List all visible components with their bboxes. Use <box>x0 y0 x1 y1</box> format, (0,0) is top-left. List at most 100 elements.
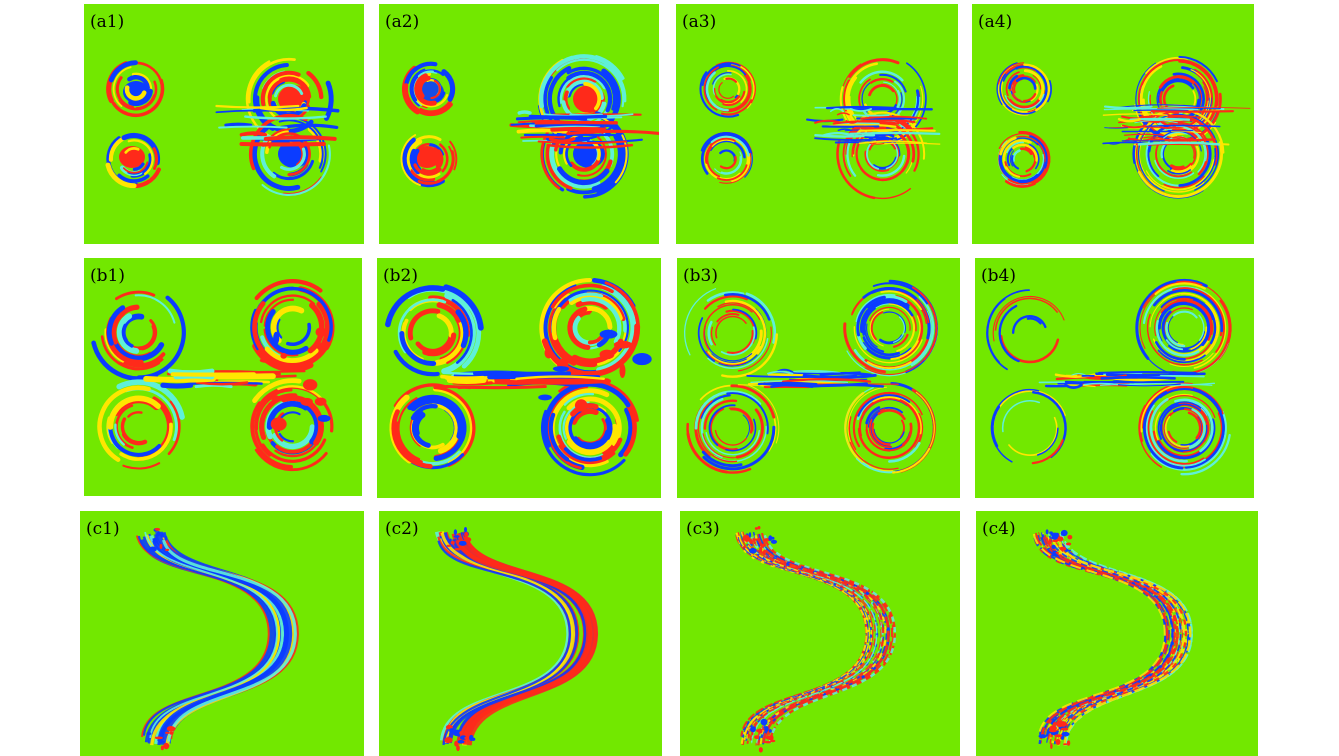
field-stroke <box>1140 136 1164 139</box>
field-stroke <box>1005 71 1020 97</box>
field-stroke <box>259 294 316 324</box>
field-stroke <box>261 438 327 463</box>
field-stroke <box>550 283 614 309</box>
field-stroke <box>888 302 915 353</box>
field-stroke <box>1183 408 1205 440</box>
field-stroke <box>272 424 316 450</box>
field-stroke <box>551 306 562 341</box>
field-stroke <box>865 406 881 425</box>
field-plot <box>699 58 941 200</box>
field-stroke <box>517 110 532 115</box>
field-stroke <box>302 379 318 391</box>
field-stroke <box>465 537 472 543</box>
field-stroke <box>1172 287 1225 353</box>
field-stroke <box>742 538 874 738</box>
field-plot <box>91 279 335 472</box>
field-stroke <box>574 399 588 412</box>
field-stroke <box>317 414 331 422</box>
field-stroke <box>857 394 911 417</box>
field-stroke <box>711 139 735 148</box>
field-stroke <box>759 543 767 547</box>
field-stroke <box>433 417 467 461</box>
field-stroke <box>998 65 1014 103</box>
field-stroke <box>436 313 454 338</box>
field-stroke <box>415 94 449 108</box>
field-stroke <box>131 72 149 82</box>
field-stroke <box>1064 549 1072 552</box>
field-stroke <box>1154 159 1195 180</box>
field-stroke <box>1054 734 1063 738</box>
field-stroke <box>115 404 134 449</box>
field-stroke <box>725 77 738 83</box>
field-stroke <box>459 731 463 735</box>
field-stroke <box>844 391 865 463</box>
field-stroke <box>111 78 165 118</box>
field-stroke <box>802 373 877 380</box>
field-stroke <box>537 140 628 145</box>
field-stroke <box>890 340 919 361</box>
panel-label: (c3) <box>686 519 720 539</box>
field-stroke <box>146 732 152 736</box>
field-stroke <box>275 318 283 339</box>
field-stroke <box>417 70 434 78</box>
field-stroke <box>998 304 1020 363</box>
field-stroke <box>703 304 753 350</box>
field-stroke <box>1059 546 1067 551</box>
field-stroke <box>458 540 467 546</box>
field-stroke <box>757 525 761 530</box>
field-stroke <box>728 407 754 432</box>
panel-label: (a4) <box>978 12 1013 32</box>
field-stroke <box>750 538 882 746</box>
field-stroke <box>118 80 158 111</box>
field-stroke <box>1038 734 1047 739</box>
field-stroke <box>393 383 448 408</box>
field-stroke <box>266 400 304 430</box>
field-stroke <box>770 539 778 544</box>
field-stroke <box>1001 400 1041 433</box>
field-stroke <box>1146 313 1203 366</box>
field-stroke <box>1203 284 1232 361</box>
field-stroke <box>754 527 759 530</box>
field-stroke <box>1185 128 1206 173</box>
field-stroke <box>986 289 1030 371</box>
field-stroke <box>97 385 151 462</box>
field-stroke <box>252 63 289 131</box>
field-stroke <box>749 385 780 444</box>
field-stroke <box>127 139 154 175</box>
field-stroke <box>997 62 1025 85</box>
field-stroke <box>764 740 772 744</box>
field-stroke <box>852 114 890 117</box>
field-stroke <box>732 308 758 340</box>
field-stroke <box>697 400 738 463</box>
panel-c1: (c1) <box>80 511 364 756</box>
field-stroke <box>748 532 752 538</box>
field-stroke <box>619 363 626 378</box>
field-stroke <box>252 343 314 373</box>
field-stroke <box>1050 743 1053 750</box>
field-stroke <box>437 540 572 746</box>
field-stroke <box>1180 416 1204 448</box>
field-stroke <box>1008 74 1019 90</box>
field-stroke <box>1046 539 1179 737</box>
field-stroke <box>575 299 609 310</box>
field-stroke <box>737 326 772 372</box>
field-stroke <box>869 308 890 347</box>
field-stroke <box>114 423 125 446</box>
field-stroke <box>863 307 885 353</box>
field-stroke <box>121 323 134 348</box>
field-stroke <box>404 61 438 85</box>
field-stroke <box>134 294 176 324</box>
field-stroke <box>715 315 747 339</box>
field-stroke <box>714 429 748 446</box>
field-stroke <box>1053 554 1059 557</box>
field-stroke <box>1178 55 1218 83</box>
field-stroke <box>992 295 1065 342</box>
field-stroke <box>1031 439 1064 465</box>
field-stroke <box>763 536 896 744</box>
field-stroke <box>858 129 936 132</box>
field-stroke <box>127 411 143 418</box>
field-stroke <box>1136 281 1184 376</box>
field-stroke <box>154 736 164 740</box>
field-stroke <box>407 308 441 341</box>
field-stroke <box>548 412 570 462</box>
